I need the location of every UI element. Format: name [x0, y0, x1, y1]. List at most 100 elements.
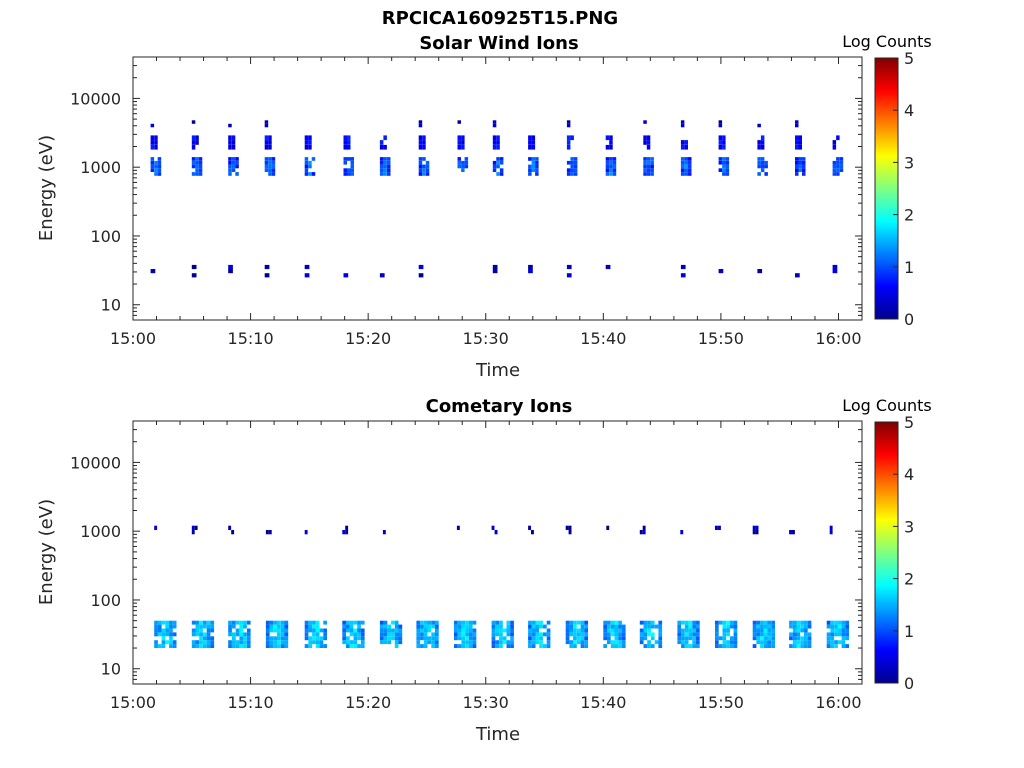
heatmap-cell — [614, 628, 619, 633]
heatmap-cell — [605, 264, 611, 270]
heatmap-cell — [284, 632, 289, 637]
heatmap-cell — [273, 640, 277, 645]
heatmap-cell — [573, 624, 577, 629]
heatmap-cell — [420, 620, 424, 625]
heatmap-cell — [733, 644, 738, 648]
heatmap-cell — [210, 624, 215, 629]
heatmap-cell — [771, 644, 775, 648]
heatmap-cell — [804, 632, 808, 637]
y-tick-label: 10000 — [70, 89, 121, 108]
heatmap-cell — [195, 628, 200, 633]
heatmap-cell — [157, 628, 162, 633]
heatmap-cell — [729, 636, 734, 641]
heatmap-cell — [763, 620, 768, 625]
plot-frame-cometary — [132, 420, 863, 685]
heatmap-cell — [492, 264, 498, 270]
heatmap-cell — [154, 140, 158, 145]
heatmap-cell — [826, 636, 831, 641]
x-tick-label: 16:00 — [815, 329, 861, 348]
heatmap-cell — [573, 164, 578, 169]
heatmap-cell — [680, 120, 685, 124]
heatmap-cell — [394, 628, 399, 633]
heatmap-cell — [496, 164, 500, 169]
heatmap-cell — [610, 632, 615, 637]
heatmap-cell — [684, 620, 689, 625]
heatmap-cell — [304, 273, 310, 278]
heatmap-cell — [807, 624, 812, 629]
heatmap-cell — [752, 628, 757, 633]
heatmap-cell — [494, 530, 498, 535]
heatmap-cell — [360, 644, 365, 648]
heatmap-cell — [646, 168, 651, 172]
heatmap-cell — [837, 624, 842, 629]
heatmap-cell — [347, 168, 351, 172]
heatmap-cell — [650, 632, 655, 637]
heatmap-cell — [506, 644, 511, 648]
heatmap-cell — [232, 640, 236, 645]
heatmap-cell — [639, 636, 644, 641]
heatmap-cell — [350, 172, 354, 176]
heatmap-cell — [771, 640, 775, 645]
heatmap-cell — [528, 164, 532, 169]
heatmap-cell — [304, 144, 309, 150]
heatmap-cell — [391, 628, 395, 633]
heatmap-cell — [277, 628, 281, 633]
heatmap-cell — [206, 640, 211, 645]
heatmap-cell — [680, 140, 685, 145]
heatmap-cell — [528, 620, 532, 625]
heatmap-cell — [643, 644, 648, 648]
heatmap-cell — [836, 135, 840, 141]
heatmap-cell — [157, 624, 162, 629]
heatmap-cell — [495, 640, 499, 645]
heatmap-cell — [499, 168, 504, 172]
heatmap-cell — [755, 530, 759, 535]
heatmap-cell — [650, 160, 654, 165]
heatmap-cell — [427, 624, 432, 629]
heatmap-cell — [726, 624, 730, 629]
heatmap-cell — [268, 157, 272, 161]
heatmap-cell — [315, 624, 320, 629]
heatmap-cell — [172, 624, 177, 629]
heatmap-cell — [680, 160, 685, 165]
heatmap-cell — [379, 624, 384, 629]
heatmap-cell — [435, 632, 439, 637]
x-tick-label: 15:40 — [580, 693, 626, 712]
heatmap-cell — [308, 644, 313, 648]
heatmap-cell — [528, 636, 532, 641]
heatmap-cell — [646, 135, 651, 141]
heatmap-cell — [722, 640, 727, 645]
heatmap-cell — [280, 628, 285, 633]
heatmap-cell — [491, 640, 496, 645]
heatmap-cell — [789, 636, 793, 641]
heatmap-cell — [169, 628, 173, 633]
heatmap-cell — [643, 135, 647, 141]
heatmap-cell — [795, 120, 799, 124]
heatmap-cell — [639, 620, 644, 625]
heatmap-cell — [760, 636, 764, 641]
heatmap-cell — [830, 644, 835, 648]
heatmap-cell — [191, 525, 195, 530]
heatmap-cell — [531, 157, 536, 161]
heatmap-cell — [688, 172, 692, 176]
heatmap-cell — [308, 628, 313, 633]
colorbar-tick-label: 2 — [904, 206, 914, 225]
heatmap-cell — [654, 624, 659, 629]
heatmap-cell — [360, 620, 365, 625]
heatmap-cell — [157, 157, 162, 161]
heatmap-cell — [621, 624, 626, 629]
heatmap-cell — [618, 624, 622, 629]
heatmap-cell — [398, 640, 403, 645]
heatmap-cell — [383, 632, 388, 637]
heatmap-cell — [605, 157, 610, 161]
heatmap-cell — [308, 144, 312, 150]
x-tick-label: 15:00 — [110, 329, 156, 348]
heatmap-cell — [191, 135, 196, 141]
heatmap-cell — [161, 636, 166, 641]
heatmap-cell — [496, 160, 500, 165]
heatmap-cell — [461, 160, 465, 165]
heatmap-cell — [580, 624, 585, 629]
heatmap-cell — [771, 632, 775, 637]
heatmap-cell — [191, 640, 196, 645]
heatmap-cell — [658, 624, 663, 629]
heatmap-cell — [834, 640, 838, 645]
